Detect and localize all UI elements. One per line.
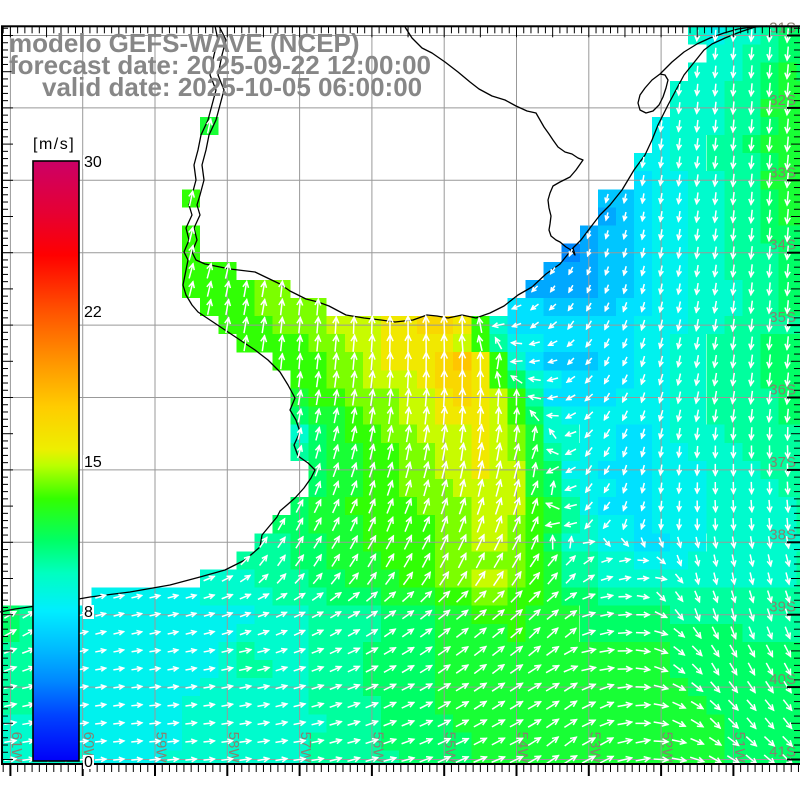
svg-text:40S: 40S xyxy=(769,671,796,688)
svg-text:30: 30 xyxy=(84,154,102,171)
svg-text:15: 15 xyxy=(84,454,102,471)
svg-text:36S: 36S xyxy=(769,382,796,399)
svg-text:22: 22 xyxy=(84,304,102,321)
svg-text:31S: 31S xyxy=(769,20,796,37)
svg-text:33S: 33S xyxy=(769,164,796,181)
svg-text:valid date: 2025-10-05 06:00:0: valid date: 2025-10-05 06:00:00 xyxy=(42,72,422,102)
svg-text:51W: 51W xyxy=(731,732,748,764)
svg-text:0: 0 xyxy=(84,754,93,771)
svg-text:34S: 34S xyxy=(769,237,796,254)
svg-text:59W: 59W xyxy=(153,732,170,764)
svg-text:56W: 56W xyxy=(369,732,386,764)
svg-text:32S: 32S xyxy=(769,92,796,109)
svg-text:53W: 53W xyxy=(586,732,603,764)
svg-text:38S: 38S xyxy=(769,526,796,543)
svg-text:39S: 39S xyxy=(769,599,796,616)
svg-text:54W: 54W xyxy=(514,732,531,764)
svg-text:[m/s]: [m/s] xyxy=(33,136,75,153)
svg-text:35S: 35S xyxy=(769,309,796,326)
svg-text:8: 8 xyxy=(84,604,93,621)
svg-text:37S: 37S xyxy=(769,454,796,471)
svg-text:55W: 55W xyxy=(442,732,459,764)
